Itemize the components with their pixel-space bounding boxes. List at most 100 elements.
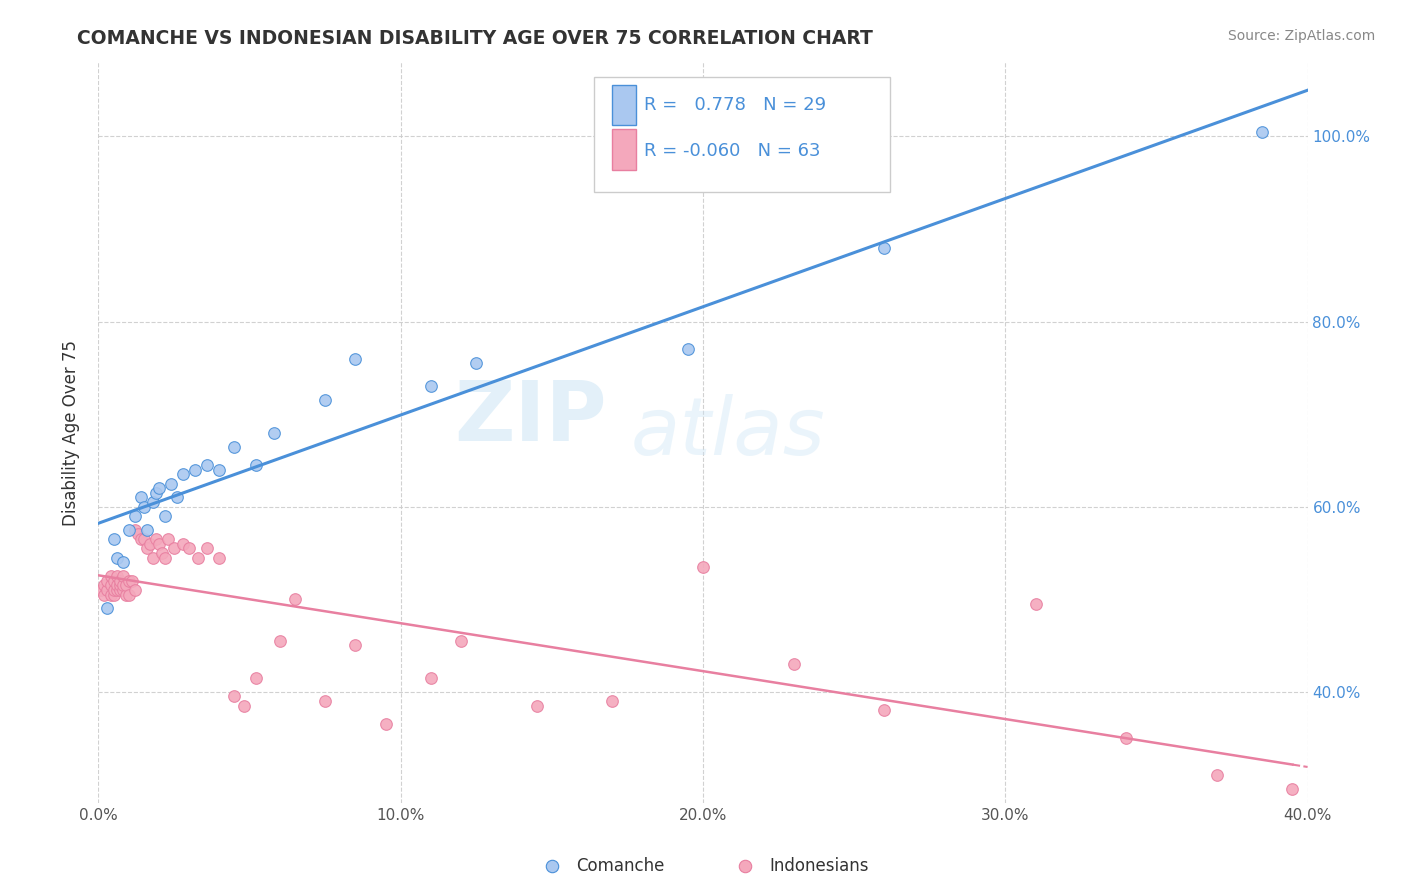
Point bbox=[245, 458, 267, 472]
Point bbox=[187, 550, 209, 565]
Point bbox=[90, 582, 112, 597]
Point bbox=[100, 588, 122, 602]
Point bbox=[1024, 597, 1046, 611]
Point bbox=[148, 536, 170, 550]
Point bbox=[118, 523, 141, 537]
Point bbox=[127, 527, 149, 541]
Point bbox=[224, 690, 246, 704]
Point bbox=[118, 588, 141, 602]
Point bbox=[172, 467, 194, 482]
Point bbox=[96, 601, 118, 615]
Point bbox=[166, 491, 188, 505]
Point bbox=[602, 694, 624, 708]
Point bbox=[114, 588, 136, 602]
Point bbox=[465, 356, 488, 370]
Point bbox=[156, 532, 179, 546]
Point bbox=[195, 458, 218, 472]
Point bbox=[105, 550, 128, 565]
Point bbox=[676, 343, 699, 357]
Point bbox=[108, 574, 131, 588]
Point bbox=[420, 379, 443, 393]
Point bbox=[139, 536, 162, 550]
Point bbox=[124, 523, 146, 537]
Point bbox=[103, 588, 125, 602]
Point bbox=[105, 578, 128, 592]
Point bbox=[121, 574, 143, 588]
Point bbox=[111, 578, 134, 592]
FancyBboxPatch shape bbox=[613, 85, 637, 126]
Point bbox=[105, 582, 128, 597]
Point bbox=[111, 555, 134, 569]
Point bbox=[420, 671, 443, 685]
Point bbox=[105, 569, 128, 583]
Point bbox=[111, 569, 134, 583]
Y-axis label: Disability Age Over 75: Disability Age Over 75 bbox=[62, 340, 80, 525]
Point bbox=[208, 462, 231, 476]
Point bbox=[160, 476, 183, 491]
Point bbox=[93, 588, 115, 602]
Point bbox=[100, 569, 122, 583]
Point bbox=[208, 550, 231, 565]
Point bbox=[114, 578, 136, 592]
Point bbox=[145, 532, 167, 546]
Point bbox=[124, 508, 146, 523]
Point bbox=[374, 717, 396, 731]
Point bbox=[103, 582, 125, 597]
Text: R =   0.778   N = 29: R = 0.778 N = 29 bbox=[644, 96, 825, 114]
Point bbox=[783, 657, 806, 671]
Point bbox=[96, 582, 118, 597]
Text: Source: ZipAtlas.com: Source: ZipAtlas.com bbox=[1227, 29, 1375, 43]
Point bbox=[172, 536, 194, 550]
Point bbox=[153, 550, 176, 565]
Point bbox=[269, 633, 291, 648]
Point bbox=[129, 532, 152, 546]
Point bbox=[142, 550, 165, 565]
Point bbox=[135, 541, 157, 556]
Point bbox=[344, 351, 367, 366]
Text: atlas: atlas bbox=[630, 393, 825, 472]
Point bbox=[1281, 781, 1303, 796]
Point bbox=[118, 574, 141, 588]
Point bbox=[100, 578, 122, 592]
Point bbox=[148, 481, 170, 495]
Text: ZIP: ZIP bbox=[454, 377, 606, 458]
Point bbox=[873, 240, 896, 255]
Point bbox=[132, 532, 155, 546]
Point bbox=[184, 462, 207, 476]
Point bbox=[526, 698, 548, 713]
Point bbox=[111, 582, 134, 597]
Point bbox=[1206, 768, 1229, 782]
Point bbox=[103, 532, 125, 546]
Point bbox=[263, 425, 285, 440]
Point bbox=[142, 495, 165, 509]
Point bbox=[135, 523, 157, 537]
Point bbox=[153, 508, 176, 523]
Point bbox=[344, 639, 367, 653]
Point bbox=[150, 546, 173, 560]
Point bbox=[129, 491, 152, 505]
Point bbox=[93, 578, 115, 592]
Point bbox=[179, 541, 201, 556]
Point bbox=[692, 559, 714, 574]
Point bbox=[873, 703, 896, 717]
Point bbox=[145, 485, 167, 500]
Point bbox=[450, 633, 472, 648]
FancyBboxPatch shape bbox=[613, 129, 637, 169]
Point bbox=[232, 698, 254, 713]
Point bbox=[132, 500, 155, 514]
Point bbox=[284, 592, 307, 607]
Point bbox=[108, 578, 131, 592]
Point bbox=[1251, 125, 1274, 139]
Point bbox=[314, 694, 336, 708]
Text: Indonesians: Indonesians bbox=[769, 856, 869, 875]
FancyBboxPatch shape bbox=[595, 78, 890, 192]
Point bbox=[224, 440, 246, 454]
Point bbox=[163, 541, 186, 556]
Point bbox=[108, 582, 131, 597]
Point bbox=[124, 582, 146, 597]
Point bbox=[314, 393, 336, 408]
Text: Comanche: Comanche bbox=[576, 856, 665, 875]
Point bbox=[103, 574, 125, 588]
Text: COMANCHE VS INDONESIAN DISABILITY AGE OVER 75 CORRELATION CHART: COMANCHE VS INDONESIAN DISABILITY AGE OV… bbox=[77, 29, 873, 47]
Point bbox=[195, 541, 218, 556]
